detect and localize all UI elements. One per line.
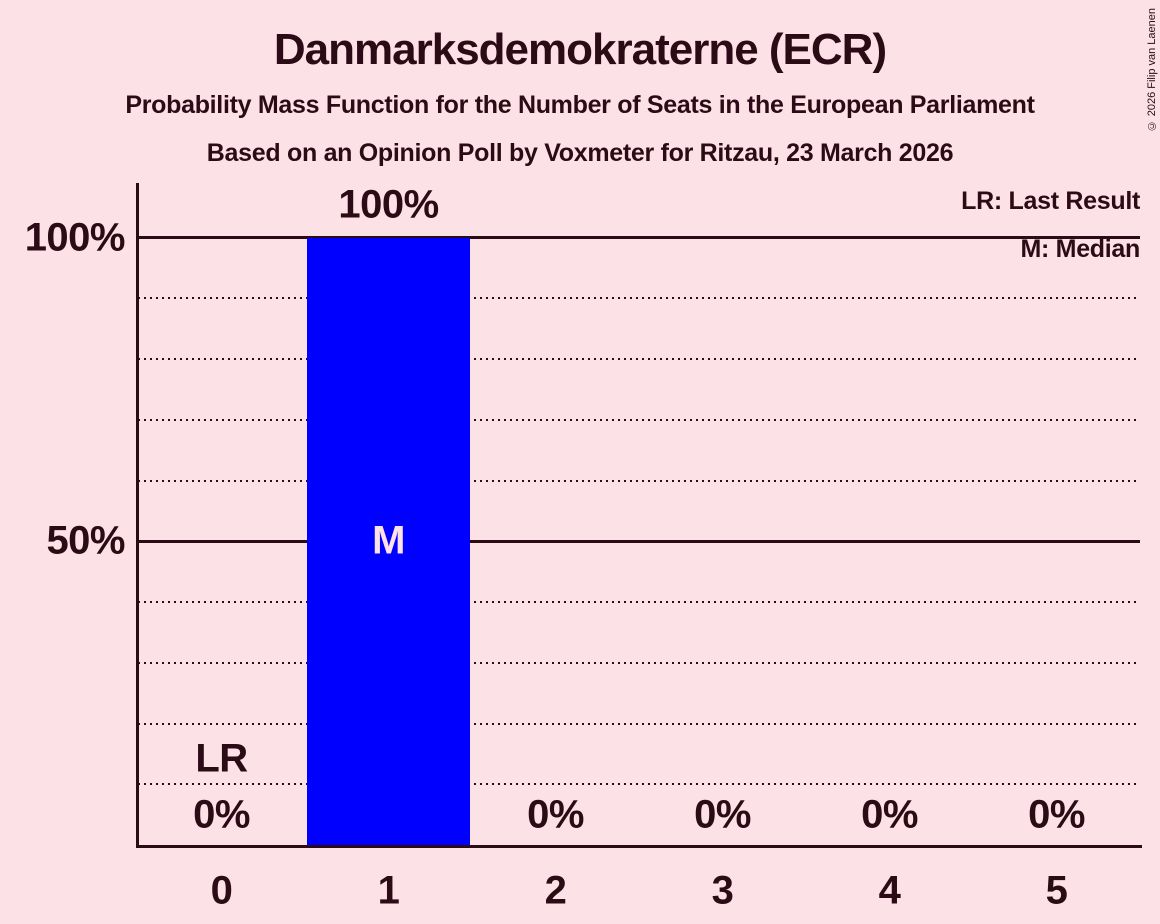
x-tick-label: 5: [1045, 868, 1068, 913]
x-tick-label: 3: [711, 868, 734, 913]
gridline-50pct: [138, 539, 1140, 543]
plot-area: 100% 50% 0 0% LR 1 100% M 2 0% 3 0% 4 0% 5 0%: [25, 182, 1142, 913]
bar-value-label: 0%: [193, 792, 250, 837]
gridline-40pct: [138, 601, 1140, 603]
y-tick-label: 50%: [46, 518, 125, 563]
x-axis-line: [136, 845, 1142, 848]
chart-title: Danmarksdemokraterne (ECR): [273, 25, 887, 74]
last-result-marker: LR: [195, 736, 248, 781]
legend-last-result: LR: Last Result: [961, 187, 1140, 215]
x-tick-label: 4: [878, 868, 901, 913]
y-tick-label: 100%: [24, 215, 126, 259]
gridline-80pct: [138, 358, 1140, 360]
legend-median: M: Median: [1020, 235, 1140, 263]
bar-value-label: 0%: [1028, 792, 1085, 837]
gridline-30pct: [138, 661, 1140, 664]
gridline-100pct: [138, 236, 1140, 239]
bar-value-label: 0%: [861, 792, 918, 837]
median-marker: M: [372, 518, 405, 563]
gridline-60pct: [138, 479, 1140, 482]
gridline-20pct: [138, 722, 1140, 725]
gridline-10pct: [138, 783, 1140, 786]
bar-value-label: 0%: [694, 792, 751, 837]
bar-value-label: 100%: [338, 182, 439, 226]
x-tick-label: 2: [544, 868, 567, 913]
x-tick-label: 1: [377, 868, 400, 913]
x-tick-label: 0: [210, 868, 233, 913]
chart-poll-source: Based on an Opinion Poll by Voxmeter for…: [206, 139, 954, 167]
gridline-70pct: [138, 418, 1140, 421]
gridline-90pct: [138, 297, 1140, 300]
bar: [307, 237, 470, 845]
chart-subtitle: Probability Mass Function for the Number…: [125, 91, 1035, 119]
copyright-notice: © 2026 Filip van Laenen: [1146, 8, 1158, 132]
bar-value-label: 0%: [527, 792, 584, 837]
y-axis-line: [136, 183, 139, 848]
